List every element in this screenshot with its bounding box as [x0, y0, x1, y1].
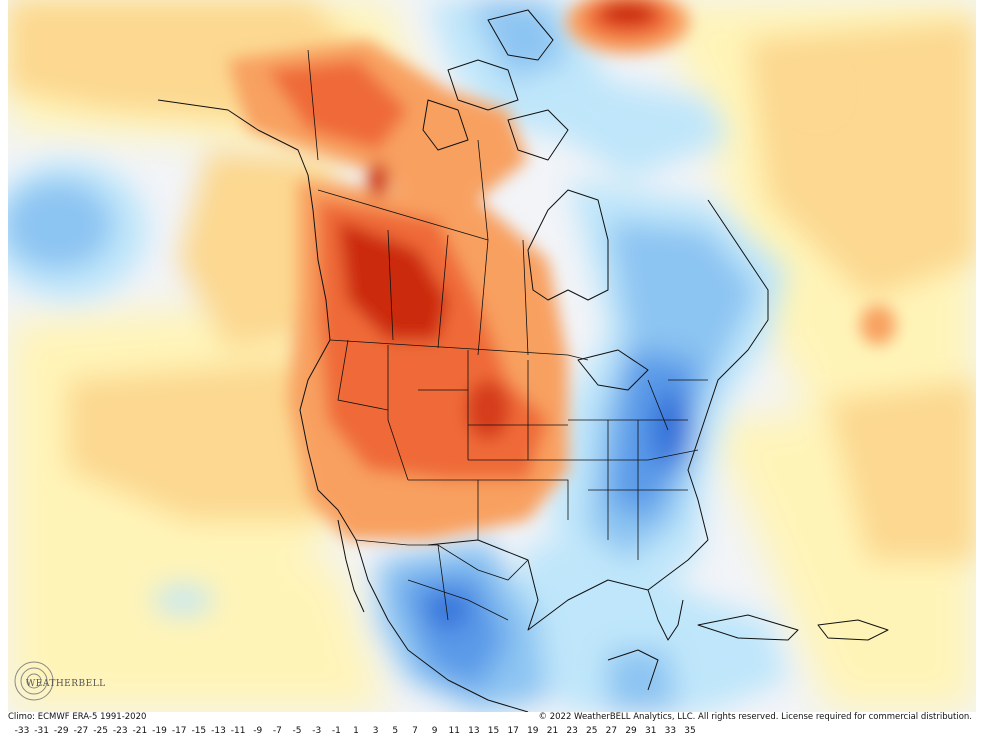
colorbar-tick-label: 1: [353, 726, 359, 736]
colorbar-tick-label: 19: [527, 726, 539, 736]
colorbar-tick-label: -25: [93, 726, 108, 736]
colorbar-tick-label: -29: [53, 726, 69, 736]
colorbar-tick-label: -27: [73, 726, 89, 736]
boundaries: [157, 9, 889, 712]
warm-core-fields: [228, 0, 896, 540]
colorbar-tick-label: 17: [507, 726, 519, 736]
political-borders: [307, 49, 708, 621]
colorbar-tick-label: -19: [152, 726, 167, 736]
colorbar-tick-label: -31: [34, 726, 49, 736]
colorbar-tick-label: 9: [431, 726, 438, 736]
colorbar-tick-label: 31: [644, 726, 657, 736]
colorbar-tick-label: 23: [566, 726, 578, 736]
colorbar-tick-label: -33: [14, 726, 30, 736]
colorbar-tick-label: 25: [586, 726, 598, 736]
colorbar-tick-label: 35: [684, 726, 696, 736]
colorbar-tick-label: 21: [546, 726, 559, 736]
colorbar-tick-label: 11: [448, 726, 460, 736]
colorbar-tick-label: 7: [412, 726, 418, 736]
weatherbell-logo: [14, 661, 54, 701]
map-footer: Climo: ECMWF ERA-5 1991-2020 © 2022 Weat…: [8, 712, 976, 724]
colorbar-tick-label: -17: [171, 726, 187, 736]
colorbar-tick-label: 13: [468, 726, 480, 736]
climo-label: Climo: ECMWF ERA-5 1991-2020: [8, 712, 147, 722]
colorbar-tick-label: -15: [191, 726, 207, 736]
colorbar-tick-label: -1: [331, 726, 341, 736]
colorbar-tick-label: -23: [112, 726, 128, 736]
colorbar-tick-label: 5: [392, 726, 399, 736]
colorbar-tick-label: -3: [312, 726, 322, 736]
colorbar-tick-label: -9: [253, 726, 263, 736]
logo-text: WEATHERBELL: [26, 679, 106, 689]
colorbar-tick-label: -13: [211, 726, 226, 736]
copyright-label: © 2022 WeatherBELL Analytics, LLC. All r…: [538, 712, 972, 722]
colorbar-tick-label: 15: [487, 726, 500, 736]
colorbar-tick-label: 33: [664, 726, 677, 736]
colorbar-tick-label: 3: [372, 726, 379, 736]
colorbar-tick-label: -7: [272, 726, 282, 736]
colorbar-tick-label: -5: [292, 726, 302, 736]
colorbar-labels: -33 -31 -29 -27 -25 -23 -21 -19 -17 -15 -13 -11 -9 -7…: [0, 724, 984, 738]
colorbar-tick-label: -11: [230, 726, 246, 736]
colorbar-tick-label: 27: [605, 726, 618, 736]
colorbar-tick-label: 29: [625, 726, 637, 736]
colorbar-tick-label: -21: [132, 726, 148, 736]
temperature-anomaly-map: [8, 0, 976, 712]
